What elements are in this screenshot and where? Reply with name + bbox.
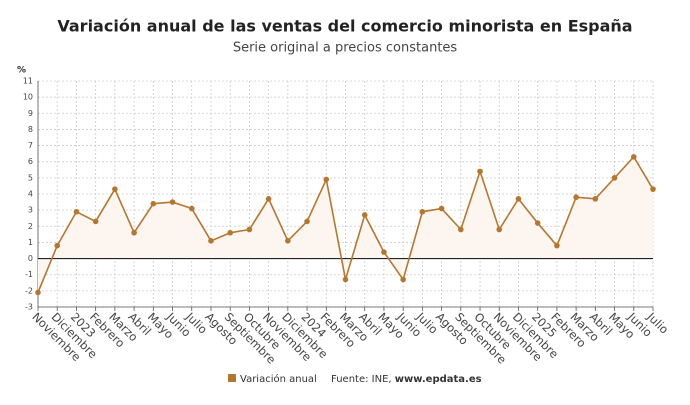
point (188, 205, 195, 212)
point (54, 242, 61, 249)
legend-swatch (228, 374, 236, 382)
point (650, 186, 656, 192)
point (477, 168, 483, 175)
point (169, 199, 176, 205)
chart-title: Variación anual de las ventas del comerc… (57, 17, 632, 36)
point (438, 205, 445, 212)
y-tick-label: 2 (28, 222, 33, 231)
point (630, 154, 637, 160)
source-prefix: Fuente: INE, (331, 374, 392, 385)
chart-subtitle: Serie original a precios constantes (233, 41, 458, 56)
point (112, 186, 118, 192)
legend-label: Variación anual (240, 373, 317, 385)
point (265, 196, 272, 202)
source-link: www.epdata.es (395, 374, 482, 385)
point (534, 220, 541, 226)
point (342, 276, 349, 283)
point (361, 212, 368, 218)
point (35, 289, 41, 296)
point (92, 218, 99, 225)
y-tick-label: 5 (28, 173, 33, 182)
y-tick-label: 10 (23, 93, 33, 102)
point (73, 208, 80, 215)
source-text: Fuente: INE, www.epdata.es (331, 374, 482, 385)
point (131, 229, 137, 236)
point (611, 175, 618, 181)
point (323, 176, 330, 183)
y-tick-label: 4 (28, 190, 33, 199)
point (304, 218, 310, 225)
y-tick-label: 1 (28, 238, 33, 247)
point (400, 276, 406, 283)
point (285, 238, 291, 244)
y-tick-label: 3 (28, 206, 33, 215)
y-tick-label: 8 (28, 125, 33, 134)
y-tick-label: 6 (28, 157, 33, 166)
point (227, 229, 233, 236)
point (496, 226, 503, 233)
point (150, 200, 157, 207)
point (592, 196, 599, 202)
y-tick-label: 11 (23, 77, 33, 86)
y-tick-label: -2 (25, 286, 33, 295)
y-tick-label: 7 (28, 141, 33, 150)
y-tick-label: 9 (28, 109, 33, 118)
y-tick-label: -3 (25, 303, 33, 312)
point (419, 208, 426, 215)
point (515, 196, 522, 202)
point (554, 242, 560, 249)
point (208, 238, 214, 244)
y-tick-label: 0 (28, 254, 33, 263)
point (246, 226, 253, 233)
point (573, 194, 579, 201)
plot: -3-2-101234567891011NoviembreDiciembre20… (23, 77, 672, 367)
point (381, 249, 387, 255)
point (458, 226, 464, 233)
y-tick-label: -1 (25, 270, 33, 279)
y-axis-label: % (17, 66, 26, 76)
